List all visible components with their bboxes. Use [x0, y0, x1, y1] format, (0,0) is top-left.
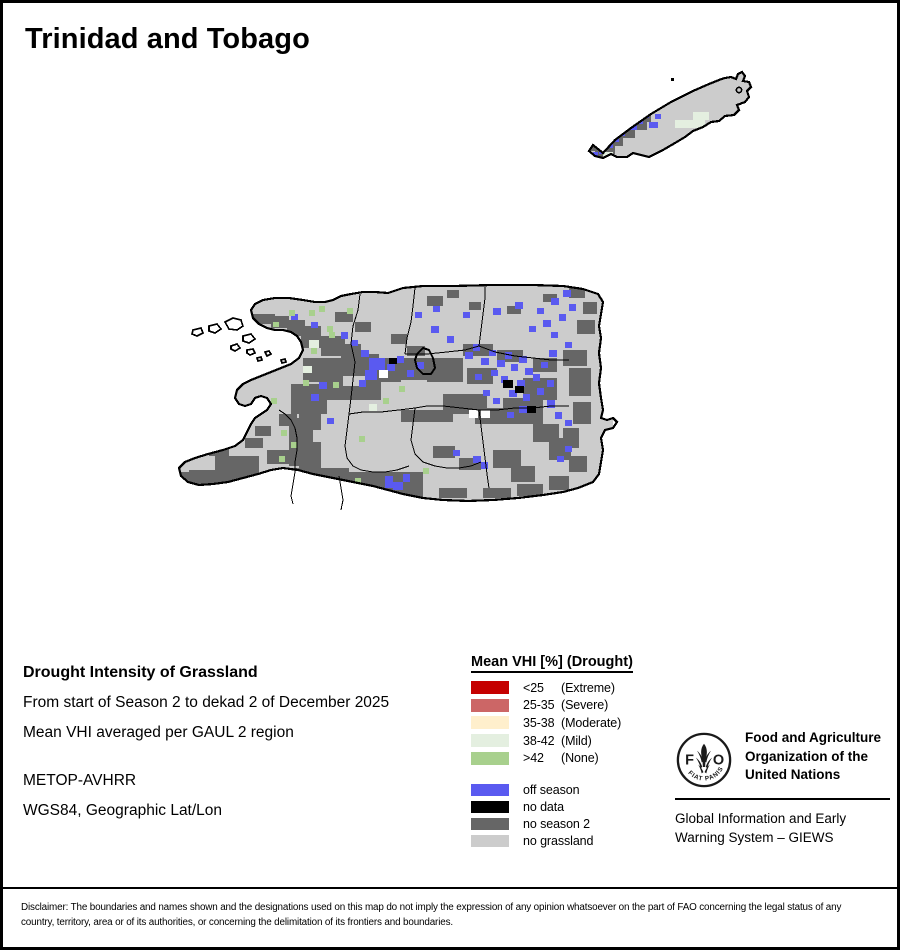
- legend-swatch-no-grassland: [471, 835, 509, 848]
- tobago-islet: [671, 78, 674, 81]
- legend-label-off-season: off season: [523, 782, 580, 797]
- legend-label-severe: 25-35 (Severe): [523, 698, 609, 713]
- info-line-subject: Drought Intensity of Grassland: [23, 664, 258, 681]
- legend-row-mild: 38-42 (Mild): [471, 732, 681, 750]
- svg-text:F: F: [685, 753, 694, 769]
- info-line-period: From start of Season 2 to dekad 2 of Dec…: [23, 694, 390, 711]
- tobago-islet: [735, 86, 743, 94]
- giews-programme-name: Global Information and Early Warning Sys…: [675, 809, 890, 847]
- legend-swatch-none: [471, 751, 509, 765]
- fao-branding: F O FIAT PANIS Food and Agriculture Orga…: [675, 729, 890, 847]
- legend-swatch-moderate: [471, 716, 509, 730]
- legend-row-no-grassland: no grassland: [471, 833, 681, 850]
- svg-text:O: O: [713, 753, 724, 769]
- legend-row-no-data: no data: [471, 798, 681, 815]
- legend-swatch-severe: [471, 698, 509, 712]
- info-line-aggregation: Mean VHI averaged per GAUL 2 region: [23, 724, 294, 741]
- legend-title: Mean VHI [%] (Drought): [471, 654, 633, 673]
- legend-row-severe: 25-35 (Severe): [471, 697, 681, 715]
- legend-label-no-grassland: no grassland: [523, 834, 594, 849]
- fao-divider: [675, 798, 890, 800]
- legend-swatch-off-season: [471, 783, 509, 796]
- admin-boundaries: [278, 287, 569, 511]
- trinidad-coastline: [177, 283, 619, 503]
- legend-swatch-mild: [471, 734, 509, 748]
- fao-org-line-3: United Nations: [745, 767, 841, 782]
- page-title: Trinidad and Tobago: [25, 23, 310, 55]
- map-info-block: Drought Intensity of Grassland From star…: [23, 658, 453, 826]
- legend-row-moderate: 35-38 (Moderate): [471, 714, 681, 732]
- disclaimer-text: Disclaimer: The boundaries and names sho…: [21, 902, 842, 928]
- legend-swatch-extreme: [471, 681, 509, 695]
- legend-swatch-no-data: [471, 800, 509, 813]
- disclaimer-divider: [3, 887, 897, 889]
- island-trinidad: [179, 285, 613, 501]
- info-line-projection: WGS84, Geographic Lat/Lon: [23, 802, 223, 819]
- fao-org-line-1: Food and Agriculture: [745, 730, 881, 745]
- legend-gap: [471, 767, 681, 781]
- fao-org-line-2: Organization of the: [745, 748, 868, 764]
- legend-label-mild: 38-42 (Mild): [523, 733, 592, 748]
- info-line-sensor: METOP-AVHRR: [23, 772, 137, 789]
- legend-label-moderate: 35-38 (Moderate): [523, 715, 622, 730]
- giews-line-2: Warning System – GIEWS: [675, 830, 834, 845]
- tobago-coastline: [587, 70, 753, 160]
- giews-line-1: Global Information and Early: [675, 811, 847, 826]
- legend-label-no-season-2: no season 2: [523, 816, 591, 831]
- info-spacer: [23, 748, 453, 766]
- legend-label-no-data: no data: [523, 799, 565, 814]
- fao-organization-name: Food and Agriculture Organization of the…: [745, 729, 881, 785]
- legend-label-none: >42 (None): [523, 751, 599, 766]
- fao-logo-icon: F O FIAT PANIS: [675, 731, 733, 789]
- legend-row-extreme: <25 (Extreme): [471, 679, 681, 697]
- fao-header: F O FIAT PANIS Food and Agriculture Orga…: [675, 729, 890, 789]
- legend-label-extreme: <25 (Extreme): [523, 680, 615, 695]
- offshore-islets: [191, 317, 288, 364]
- legend-swatch-no-season-2: [471, 817, 509, 830]
- legend-row-off-season: off season: [471, 781, 681, 798]
- map-canvas[interactable]: [3, 58, 897, 628]
- legend: Mean VHI [%] (Drought) <25 (Extreme) 25-3…: [471, 653, 681, 850]
- legend-row-none: >42 (None): [471, 749, 681, 767]
- legend-row-no-season-2: no season 2: [471, 815, 681, 832]
- trinidad-inland-feature: [413, 346, 437, 375]
